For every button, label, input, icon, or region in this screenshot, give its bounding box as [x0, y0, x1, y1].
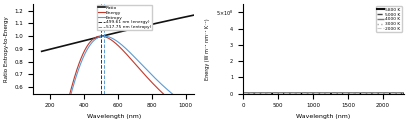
4000 K	[401, 93, 406, 94]
5800 K	[310, 93, 315, 94]
2000 K	[401, 93, 406, 94]
3000 K	[241, 93, 246, 94]
5000 K	[308, 93, 313, 94]
Energy	[104, 37, 109, 38]
Energy	[192, 117, 197, 118]
Legend: 5800 K, 5000 K, 4000 K, 3000 K, 2000 K: 5800 K, 5000 K, 4000 K, 3000 K, 2000 K	[376, 6, 401, 32]
Ratio	[192, 14, 197, 16]
Energy	[66, 100, 71, 101]
3000 K	[357, 93, 362, 94]
Ratio	[57, 46, 62, 48]
4000 K	[291, 93, 296, 94]
5000 K	[241, 93, 246, 94]
3000 K	[388, 93, 393, 94]
2000 K	[241, 93, 246, 94]
2000 K	[396, 93, 401, 94]
4000 K	[396, 93, 401, 94]
3000 K	[308, 93, 313, 94]
X-axis label: Wavelength (nm): Wavelength (nm)	[86, 114, 141, 119]
4000 K	[310, 93, 315, 94]
Ratio	[104, 34, 109, 36]
2000 K	[309, 93, 314, 94]
3000 K	[401, 93, 406, 94]
5000 K	[401, 93, 406, 94]
4000 K	[241, 93, 246, 94]
2000 K	[342, 93, 347, 94]
Legend: Ratio, Energy, Entropy, 499.61 nm (energy), 517.75 nm (entropy): Ratio, Energy, Entropy, 499.61 nm (energ…	[97, 5, 153, 31]
2000 K	[317, 93, 322, 94]
Line: Energy: Energy	[42, 36, 194, 123]
3000 K	[308, 93, 313, 94]
Energy	[98, 35, 102, 37]
Y-axis label: Ratio Entropy-to-Energy: Ratio Entropy-to-Energy	[4, 16, 9, 82]
Entropy	[66, 104, 71, 105]
Energy	[172, 103, 177, 105]
4000 K	[388, 93, 393, 94]
5800 K	[241, 93, 246, 94]
Energy	[189, 115, 194, 116]
Entropy	[172, 95, 177, 97]
5800 K	[401, 93, 406, 94]
2000 K	[357, 93, 362, 94]
3000 K	[310, 93, 315, 94]
Ratio	[188, 15, 193, 16]
3000 K	[396, 93, 401, 94]
Entropy	[98, 36, 102, 37]
5000 K	[396, 93, 401, 94]
X-axis label: Wavelength (nm): Wavelength (nm)	[296, 114, 350, 119]
5800 K	[396, 93, 401, 94]
4000 K	[357, 93, 362, 94]
5000 K	[317, 93, 322, 94]
4000 K	[317, 93, 322, 94]
5000 K	[281, 93, 286, 94]
2000 K	[308, 93, 313, 94]
5800 K	[308, 93, 313, 94]
Entropy	[192, 109, 197, 111]
5800 K	[388, 93, 393, 94]
Ratio	[172, 18, 177, 20]
3000 K	[317, 93, 322, 94]
5000 K	[357, 93, 362, 94]
5800 K	[317, 93, 322, 94]
5800 K	[357, 93, 362, 94]
Ratio	[98, 36, 102, 37]
Line: Entropy: Entropy	[42, 36, 194, 123]
5000 K	[310, 93, 315, 94]
Energy	[98, 35, 103, 37]
2000 K	[388, 93, 393, 94]
5000 K	[388, 93, 393, 94]
Entropy	[189, 107, 194, 109]
Entropy	[102, 35, 106, 37]
Y-axis label: Energy (W m⁻² nm⁻¹ K⁻¹): Energy (W m⁻² nm⁻¹ K⁻¹)	[205, 18, 210, 80]
Ratio	[39, 51, 44, 52]
Ratio	[66, 44, 71, 45]
Entropy	[104, 36, 109, 37]
5800 K	[275, 93, 280, 94]
Line: Ratio: Ratio	[42, 15, 194, 51]
4000 K	[308, 93, 313, 94]
